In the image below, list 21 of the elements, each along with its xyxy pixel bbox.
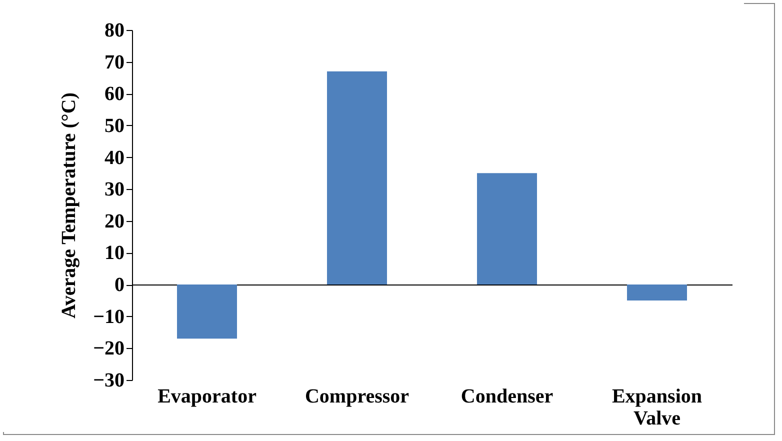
y-tick-label: −20 bbox=[93, 338, 124, 360]
bar bbox=[477, 173, 537, 285]
bar bbox=[627, 284, 687, 300]
y-tick-label: 50 bbox=[104, 114, 124, 137]
y-tick-label: −10 bbox=[93, 306, 124, 328]
y-tick-label: −30 bbox=[93, 370, 124, 392]
y-tick-label: 60 bbox=[104, 83, 124, 106]
y-tick-label: 0 bbox=[114, 274, 124, 296]
y-axis-title: Average Temperature (°C) bbox=[58, 92, 80, 319]
y-tick-label: 10 bbox=[104, 242, 124, 264]
x-tick-label: Compressor bbox=[304, 386, 410, 408]
x-tick-label: Evaporator bbox=[158, 386, 257, 408]
y-tick-label: 80 bbox=[104, 20, 124, 42]
y-tick-label: 40 bbox=[104, 146, 124, 169]
bar bbox=[177, 284, 237, 339]
bar bbox=[327, 71, 387, 285]
x-tick-label: Condenser bbox=[460, 386, 554, 408]
x-tick-label: Expansion Valve bbox=[612, 386, 702, 430]
y-tick-label: 20 bbox=[104, 210, 124, 232]
y-tick-label: 70 bbox=[104, 51, 124, 74]
y-tick-label: 30 bbox=[104, 178, 124, 201]
